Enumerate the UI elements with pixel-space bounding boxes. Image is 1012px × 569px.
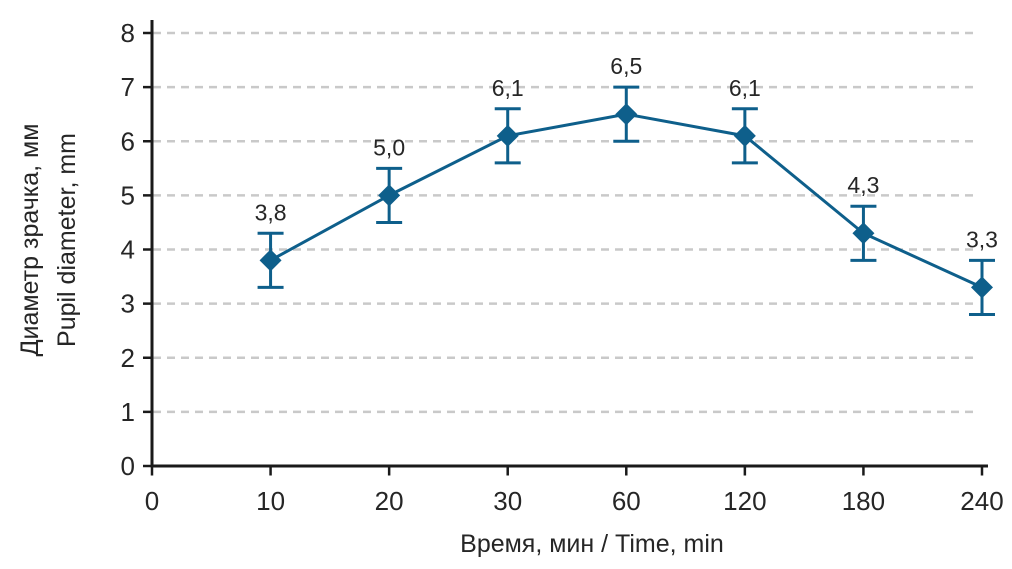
data-point-marker [971, 276, 993, 299]
x-axis-title: Время, мин / Time, min [460, 530, 724, 558]
x-tick-label: 30 [493, 486, 522, 516]
x-tick-label: 10 [256, 486, 285, 516]
data-point-label: 4,3 [847, 172, 879, 198]
x-tick-label: 0 [145, 486, 159, 516]
data-point-label: 6,1 [492, 75, 524, 101]
y-tick-label: 8 [121, 18, 135, 48]
axes [150, 20, 988, 468]
x-tick-label: 20 [375, 486, 404, 516]
data-point-marker [852, 222, 875, 245]
y-tick-label: 3 [121, 289, 135, 319]
data-point-label: 6,5 [610, 53, 642, 79]
x-tick-label: 120 [723, 486, 766, 516]
data-point-label: 5,0 [373, 134, 405, 160]
data-point-label: 6,1 [729, 75, 761, 101]
x-tick-label: 240 [960, 486, 1003, 516]
data-point-marker [259, 249, 282, 272]
y-tick-label: 0 [121, 451, 135, 481]
y-axis-title-ru: Диаметр зрачка, мм [16, 124, 44, 357]
y-tick-label: 1 [121, 397, 135, 427]
gridlines [153, 31, 979, 414]
x-tick-label: 180 [842, 486, 885, 516]
data-point-marker [496, 124, 519, 147]
data-point-label: 3,3 [966, 226, 998, 252]
y-tick-label: 4 [121, 235, 135, 265]
y-tick-label: 5 [121, 180, 135, 210]
data-point-marker [733, 124, 756, 147]
y-tick-label: 7 [121, 72, 135, 102]
axis-ticks: 0 1 2 3 4 5 6 7 8 0 10 20 30 60 120 180 240 [121, 18, 1004, 516]
y-tick-label: 2 [121, 343, 135, 373]
y-axis-title-en: Pupil diameter, mm [53, 133, 81, 347]
x-tick-label: 60 [612, 486, 641, 516]
y-tick-label: 6 [121, 126, 135, 156]
data-point-marker [615, 103, 638, 126]
data-point-marker [378, 184, 401, 207]
data-series: 3,8 5,0 6,1 6,5 6,1 4,3 3,3 [255, 53, 998, 316]
data-point-label: 3,8 [255, 199, 287, 225]
